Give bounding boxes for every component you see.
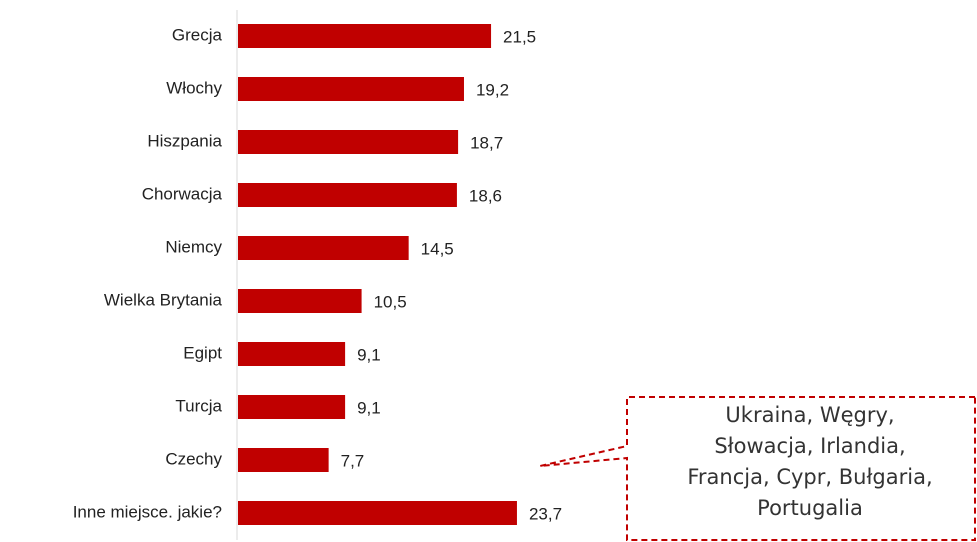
bar [238, 183, 457, 207]
bar [238, 501, 517, 525]
value-label: 21,5 [503, 27, 536, 46]
category-label: Egipt [183, 343, 222, 362]
bar [238, 24, 492, 48]
category-label: Turcja [175, 396, 222, 415]
bar [238, 342, 346, 366]
category-label: Inne miejsce. jakie? [73, 502, 222, 521]
category-label: Włochy [166, 78, 222, 97]
annotation-text: Portugalia [757, 496, 863, 520]
bar [238, 77, 464, 101]
value-label: 23,7 [529, 504, 562, 523]
bar [238, 289, 362, 313]
callout [539, 396, 976, 541]
value-label: 9,1 [357, 345, 381, 364]
value-label: 14,5 [421, 239, 454, 258]
annotation-text: Ukraina, Węgry, [725, 403, 894, 427]
bar [238, 448, 329, 472]
bar [238, 395, 346, 419]
value-label: 7,7 [341, 451, 365, 470]
value-label: 10,5 [374, 292, 407, 311]
value-label: 18,6 [469, 186, 502, 205]
bar [238, 236, 409, 260]
category-label: Niemcy [165, 237, 222, 256]
category-label: Grecja [172, 25, 223, 44]
bar [238, 130, 459, 154]
category-label: Wielka Brytania [104, 290, 223, 309]
value-label: 19,2 [476, 80, 509, 99]
annotation-text: Francja, Cypr, Bułgaria, [687, 465, 932, 489]
value-label: 9,1 [357, 398, 381, 417]
category-label: Czechy [165, 449, 222, 468]
annotation-text: Słowacja, Irlandia, [714, 434, 905, 458]
value-label: 18,7 [470, 133, 503, 152]
category-label: Chorwacja [142, 184, 223, 203]
category-label: Hiszpania [147, 131, 222, 150]
